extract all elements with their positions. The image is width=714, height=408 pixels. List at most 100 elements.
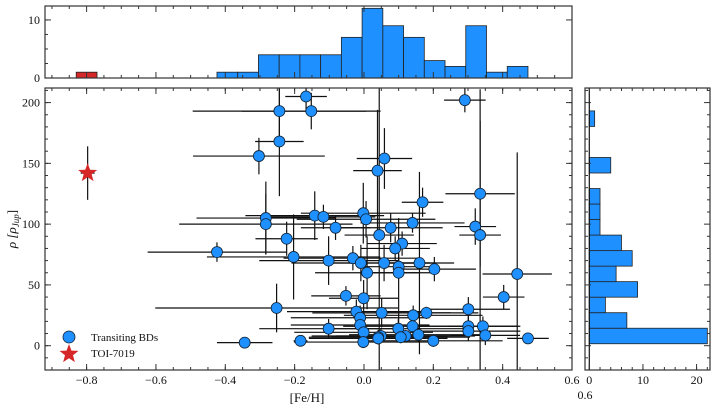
data-point-transiting-bd xyxy=(329,221,342,234)
data-point-transiting-bd xyxy=(406,217,419,229)
right-hist-bar xyxy=(588,203,601,220)
top-hist-bar xyxy=(465,25,487,79)
main-ytick-label: 50 xyxy=(28,278,40,292)
data-point-transiting-bd xyxy=(378,152,391,165)
main-xtick-label: −0.4 xyxy=(214,373,236,387)
top-hist-bar xyxy=(423,60,446,79)
right-hist-bar xyxy=(588,219,601,236)
right-hist-bar xyxy=(588,110,596,127)
top-hist-frame xyxy=(44,5,573,79)
data-point-transiting-bd xyxy=(407,309,420,322)
data-point-transiting-bd xyxy=(458,94,471,107)
data-point-transiting-bd xyxy=(394,331,407,344)
top-hist-bar xyxy=(506,65,529,79)
right-histogram: 0 10 20 0.6 xyxy=(578,87,711,402)
main-xtick-label: 0.2 xyxy=(426,373,441,387)
right-hist-bar xyxy=(588,281,638,298)
main-xtick-label: −0.8 xyxy=(76,373,98,387)
data-point-transiting-bd xyxy=(357,292,370,305)
data-point-transiting-bd xyxy=(317,210,330,223)
data-point-transiting-bd xyxy=(373,229,386,241)
data-point-transiting-bd xyxy=(322,254,335,267)
overlapping-xtick-label: 0.6 xyxy=(578,388,593,402)
data-point-transiting-bd xyxy=(378,257,390,269)
data-point-transiting-bd xyxy=(280,232,293,245)
data-point-transiting-bd xyxy=(389,242,402,255)
top-hist-ytick-label: 10 xyxy=(28,13,40,27)
data-point-transiting-bd xyxy=(211,246,223,258)
data-point-transiting-bd xyxy=(360,213,372,226)
main-ytick-label: 0 xyxy=(34,339,40,353)
top-hist-bar xyxy=(403,36,425,79)
data-point-transiting-bd xyxy=(287,251,300,263)
y-axis-label-main: ρ [ρ xyxy=(4,227,19,249)
main-scatter-plot: −0.8 −0.6 −0.4 −0.2 0.0 0.2 0.4 0.6 0 50 100 150 200 xyxy=(22,87,580,387)
legend-label-transiting-bds: Transiting BDs xyxy=(91,332,158,344)
main-xtick-label: 0.4 xyxy=(495,373,510,387)
right-hist-bar xyxy=(588,250,633,267)
main-plot-frame xyxy=(44,87,573,371)
top-hist-bar xyxy=(278,54,301,79)
x-axis-label: [Fe/H] xyxy=(290,390,325,405)
data-point-transiting-bd xyxy=(497,291,510,303)
data-point-transiting-bd xyxy=(300,90,312,103)
data-point-transiting-bd xyxy=(511,268,524,280)
right-hist-bar xyxy=(588,265,617,283)
top-hist-bar xyxy=(320,54,342,79)
top-hist-bar xyxy=(444,65,467,79)
main-xtick-label: −0.6 xyxy=(145,373,167,387)
top-hist-bar xyxy=(340,36,363,79)
right-hist-xtick-label: 0 xyxy=(586,373,592,387)
data-point-toi-7019 xyxy=(78,163,98,182)
data-point-transiting-bd xyxy=(357,336,370,348)
top-hist-bar xyxy=(486,71,508,79)
data-point-transiting-bd xyxy=(384,221,397,234)
data-point-transiting-bd xyxy=(392,266,405,279)
data-point-transiting-bd xyxy=(406,320,419,333)
top-hist-bar xyxy=(361,7,384,79)
data-point-transiting-bd xyxy=(372,332,385,345)
right-hist-bar xyxy=(588,312,628,329)
main-xtick-label: 0.0 xyxy=(356,373,371,387)
data-point-transiting-bd xyxy=(413,257,426,269)
data-point-transiting-bd xyxy=(420,306,433,319)
main-ytick-label: 200 xyxy=(22,96,40,110)
main-xtick-label: 0.6 xyxy=(565,373,580,387)
data-point-transiting-bd xyxy=(273,135,286,148)
data-point-transiting-bd xyxy=(270,302,283,314)
data-point-transiting-bd xyxy=(427,334,440,347)
data-point-transiting-bd xyxy=(294,334,307,347)
data-point-transiting-bd xyxy=(474,187,487,200)
data-point-transiting-bd xyxy=(375,306,388,319)
legend: Transiting BDs TOI-7019 xyxy=(59,330,158,363)
data-point-transiting-bd xyxy=(479,329,492,342)
right-hist-bar xyxy=(588,157,612,174)
data-point-transiting-bd xyxy=(322,322,335,335)
top-hist-bar xyxy=(216,71,239,79)
right-hist-frame xyxy=(584,87,711,371)
right-hist-xtick-label: 10 xyxy=(637,373,649,387)
legend-label-toi-7019: TOI-7019 xyxy=(91,348,135,360)
right-hist-bar xyxy=(588,188,601,205)
top-histogram: 0 10 xyxy=(28,5,573,85)
data-point-transiting-bd xyxy=(371,164,384,177)
top-hist-ytick-label: 0 xyxy=(34,71,40,85)
data-point-transiting-bd xyxy=(273,105,286,117)
data-point-transiting-bd xyxy=(354,257,367,269)
data-point-transiting-bd xyxy=(253,150,265,162)
data-point-transiting-bd xyxy=(412,328,425,341)
main-ytick-label: 100 xyxy=(22,217,40,231)
data-point-transiting-bd xyxy=(474,229,487,241)
data-point-transiting-bd xyxy=(416,196,429,209)
y-axis-label-close: ] xyxy=(4,210,19,214)
data-point-transiting-bd xyxy=(462,303,475,316)
right-hist-bar xyxy=(588,234,622,252)
y-axis-label: ρ [ρJup] xyxy=(4,210,21,249)
right-hist-xtick-label: 20 xyxy=(691,373,703,387)
axis-labels: [Fe/H] ρ [ρJup] xyxy=(4,210,324,405)
right-hist-bar xyxy=(588,296,606,314)
data-point-transiting-bd xyxy=(238,336,251,349)
legend-marker-transiting-bds xyxy=(62,330,76,344)
top-hist-bar xyxy=(237,71,259,79)
